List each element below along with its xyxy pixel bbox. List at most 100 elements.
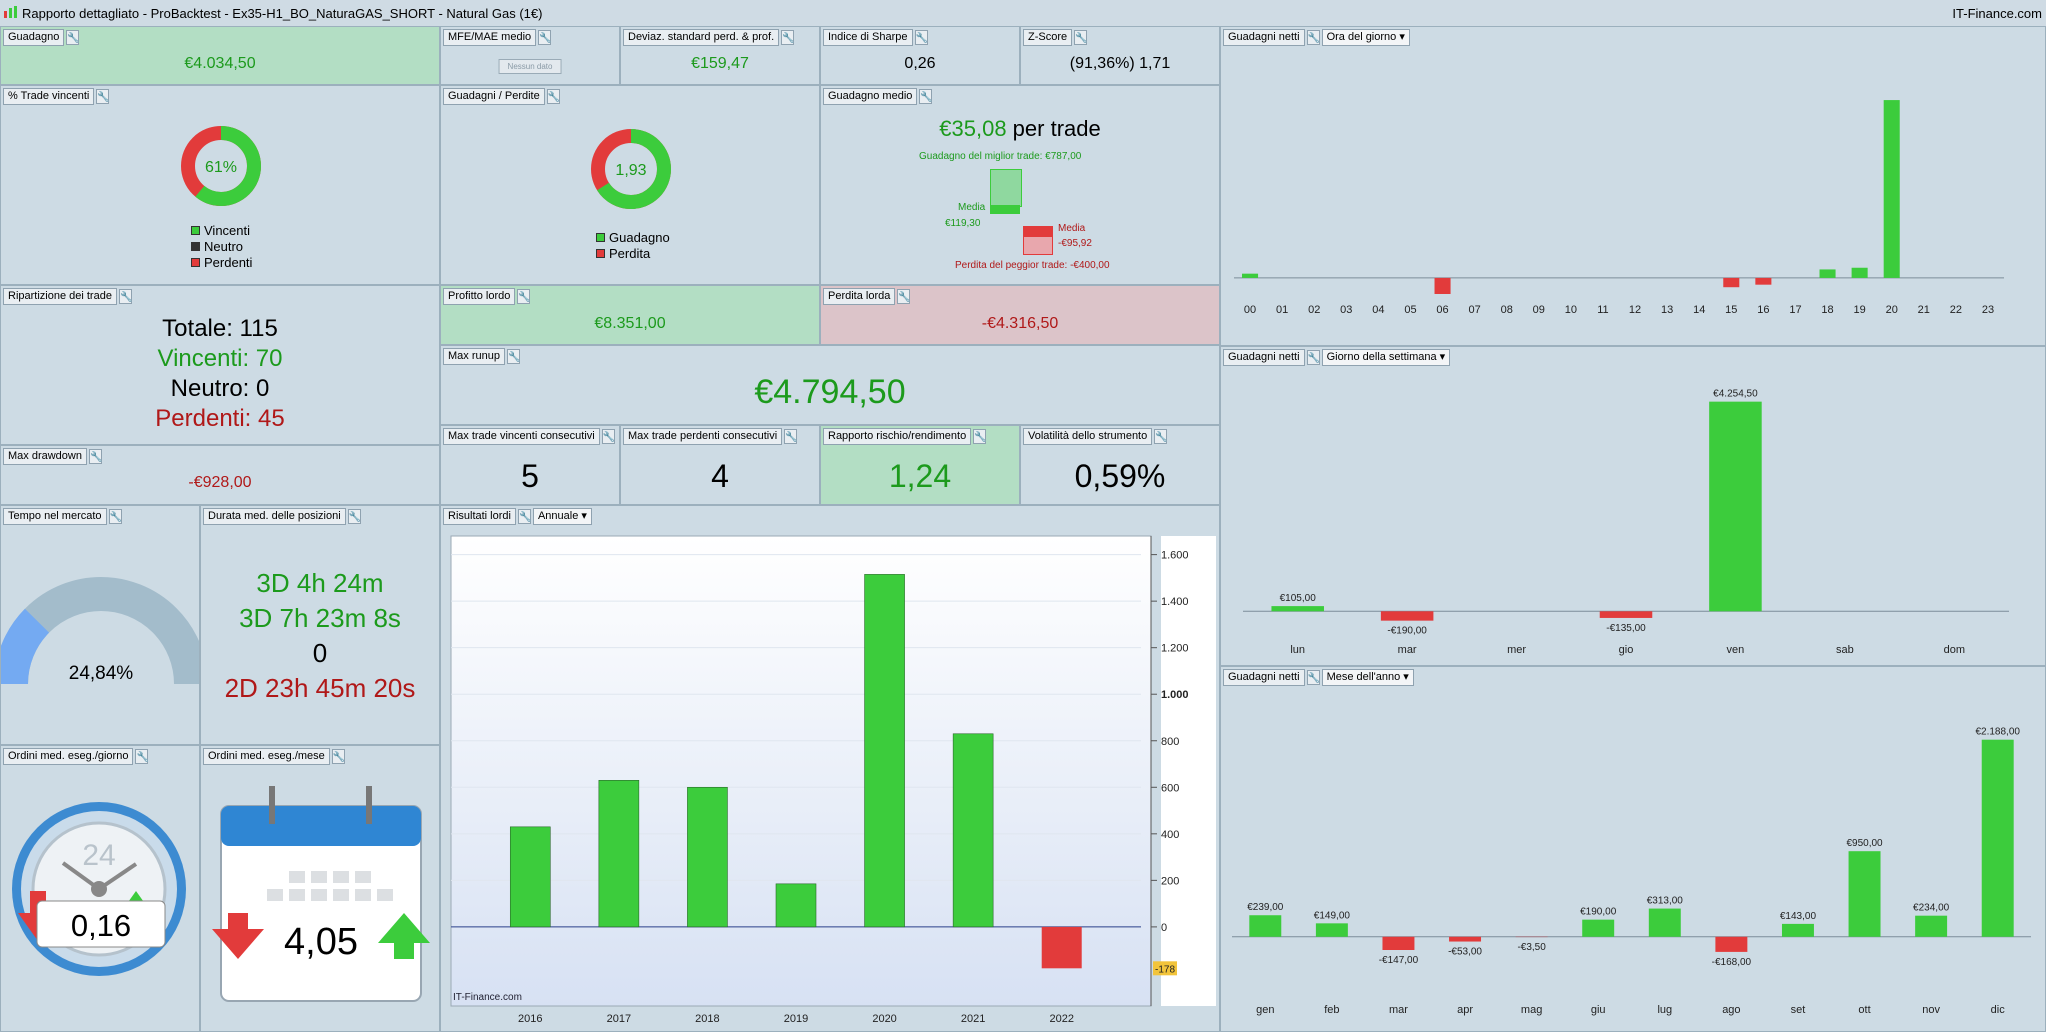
- ordini-mese-value: 4,05: [284, 921, 358, 963]
- bar: [1382, 936, 1415, 951]
- wrench-icon[interactable]: 🔧: [781, 29, 795, 45]
- x-tick-label: 00: [1244, 304, 1256, 316]
- best-trade-label: Guadagno del miglior trade: €787,00: [919, 151, 1082, 162]
- wrench-icon[interactable]: 🔧: [538, 29, 552, 45]
- wrench-icon[interactable]: 🔧: [973, 428, 987, 444]
- panel-giorno-settimana: Guadagni netti 🔧 Giorno della settimana ▾ …: [1220, 346, 2046, 666]
- durata-avg: 3D 4h 24m: [256, 568, 384, 598]
- hourly-dropdown[interactable]: Ora del giorno ▾: [1321, 28, 1410, 46]
- x-tick-label: 12: [1629, 304, 1641, 316]
- gain-loss-donut: 1,93: [591, 129, 671, 209]
- wrench-icon[interactable]: 🔧: [347, 508, 361, 524]
- bar: [1709, 401, 1762, 612]
- wrench-icon[interactable]: 🔧: [1306, 29, 1320, 45]
- panel-guadagni-perdite: Guadagni / Perdite 🔧 1,93 Guadagno Perdit…: [440, 85, 820, 285]
- wrench-icon[interactable]: 🔧: [919, 88, 933, 104]
- win-pct-donut: 61%: [181, 126, 261, 206]
- panel-label: Ordini med. eseg./giorno: [3, 747, 134, 765]
- data-label: €4.254,50: [1713, 389, 1758, 400]
- media-loss-label: Media: [1058, 223, 1086, 234]
- legend-item: Guadagno: [596, 229, 670, 245]
- panel-label: Guadagni netti: [1223, 668, 1305, 686]
- vol-value: 0,59%: [1074, 458, 1166, 494]
- x-tick-label: mar: [1398, 644, 1417, 656]
- wrench-icon[interactable]: 🔧: [1306, 349, 1320, 365]
- wrench-icon[interactable]: 🔧: [66, 29, 80, 45]
- wrench-icon[interactable]: 🔧: [897, 288, 911, 304]
- durata-win: 3D 7h 23m 8s: [239, 603, 401, 633]
- bar: [598, 780, 640, 928]
- annual-dropdown[interactable]: Annuale ▾: [532, 507, 592, 525]
- panel-guadagno-medio: Guadagno medio 🔧 €35,08 per trade Guadagn…: [820, 85, 1220, 285]
- panel-rischio-rendimento: Rapporto rischio/rendimento 🔧 1,24: [820, 425, 1020, 505]
- donut-win-arc: [181, 126, 261, 206]
- wrench-icon[interactable]: 🔧: [517, 288, 531, 304]
- gain-loss-legend: Guadagno Perdita: [596, 229, 670, 261]
- x-tick-label: gen: [1256, 1004, 1274, 1016]
- x-tick-label: 07: [1469, 304, 1481, 316]
- wrench-icon[interactable]: 🔧: [1306, 669, 1320, 685]
- calendar-icon: 4,05: [212, 786, 430, 1002]
- donut-center-text: 1,93: [615, 162, 646, 179]
- legend-swatch: [191, 257, 200, 267]
- wrench-icon[interactable]: 🔧: [546, 88, 560, 104]
- media-win-value: €119,30: [945, 218, 981, 229]
- brand-label: IT-Finance.com: [1952, 6, 2042, 21]
- x-tick-label: 04: [1372, 304, 1384, 316]
- x-tick-label: 10: [1565, 304, 1577, 316]
- panel-label: Durata med. delle posizioni: [203, 507, 346, 525]
- legend-label: Neutro: [204, 238, 244, 254]
- wrench-icon[interactable]: 🔧: [118, 288, 132, 304]
- wrench-icon[interactable]: 🔧: [784, 428, 798, 444]
- bar: [1648, 908, 1681, 937]
- weekday-chart: lun €105,00 mar -€190,00 mer gio -€135,00 ven €4…: [1243, 389, 2009, 656]
- x-tick-label: 02: [1308, 304, 1320, 316]
- panel-label: Ordini med. eseg./mese: [203, 747, 330, 765]
- x-tick-label: dom: [1944, 644, 1965, 656]
- wrench-icon[interactable]: 🔧: [914, 29, 928, 45]
- wrench-icon[interactable]: 🔧: [1154, 428, 1168, 444]
- wrench-icon[interactable]: 🔧: [88, 448, 102, 464]
- total-trades: Totale: 115: [162, 315, 278, 342]
- x-tick-label: ago: [1722, 1004, 1740, 1016]
- wrench-icon[interactable]: 🔧: [135, 748, 149, 764]
- data-label: -€3,50: [1517, 942, 1546, 953]
- panel-label: Ripartizione dei trade: [3, 287, 117, 305]
- legend-label: Perdita: [609, 245, 651, 261]
- wrench-icon[interactable]: 🔧: [1074, 29, 1088, 45]
- panel-label: Volatilità dello strumento: [1023, 427, 1153, 445]
- panel-label: Rapporto rischio/rendimento: [823, 427, 972, 445]
- panel-trade-vincenti: % Trade vincenti 🔧 61% Vincenti Neutro Pe…: [0, 85, 440, 285]
- x-tick-label: dic: [1991, 1004, 2006, 1016]
- x-tick-label: sab: [1836, 644, 1854, 656]
- panel-ripartizione: Ripartizione dei trade 🔧 Totale: 115 Vinc…: [0, 285, 440, 445]
- wrench-icon[interactable]: 🔧: [108, 508, 122, 524]
- donut-center-text: 61%: [205, 159, 237, 176]
- y-tick-label: 600: [1161, 782, 1179, 794]
- x-tick-label: 2017: [607, 1013, 631, 1025]
- bar: [1582, 919, 1615, 937]
- data-label: €239,00: [1247, 902, 1284, 913]
- x-tick-label: mag: [1521, 1004, 1542, 1016]
- wrench-icon[interactable]: 🔧: [517, 508, 531, 524]
- x-tick-label: set: [1791, 1004, 1806, 1016]
- panel-label: Guadagno medio: [823, 87, 918, 105]
- gauge-fill: [1, 608, 50, 685]
- weekday-dropdown[interactable]: Giorno della settimana ▾: [1321, 348, 1451, 366]
- legend-item: Perdita: [596, 245, 670, 261]
- x-tick-label: 01: [1276, 304, 1288, 316]
- x-tick-label: mar: [1389, 1004, 1408, 1016]
- wrench-icon[interactable]: 🔧: [506, 348, 520, 364]
- panel-sharpe: Indice di Sharpe 🔧 0,26: [820, 26, 1020, 85]
- wrench-icon[interactable]: 🔧: [331, 748, 345, 764]
- panel-label: Max runup: [443, 347, 505, 365]
- monthly-dropdown[interactable]: Mese dell'anno ▾: [1321, 668, 1414, 686]
- avg-per-trade: €35,08 per trade: [821, 116, 1219, 142]
- y-axis-area: [1161, 536, 1216, 1006]
- win-trades: Vincenti: 70: [157, 345, 283, 372]
- dropdown-value: Ora del giorno: [1326, 30, 1397, 43]
- bar: [1041, 926, 1082, 969]
- media-loss-value: -€95,92: [1058, 238, 1092, 249]
- wrench-icon[interactable]: 🔧: [96, 88, 110, 104]
- wrench-icon[interactable]: 🔧: [601, 428, 615, 444]
